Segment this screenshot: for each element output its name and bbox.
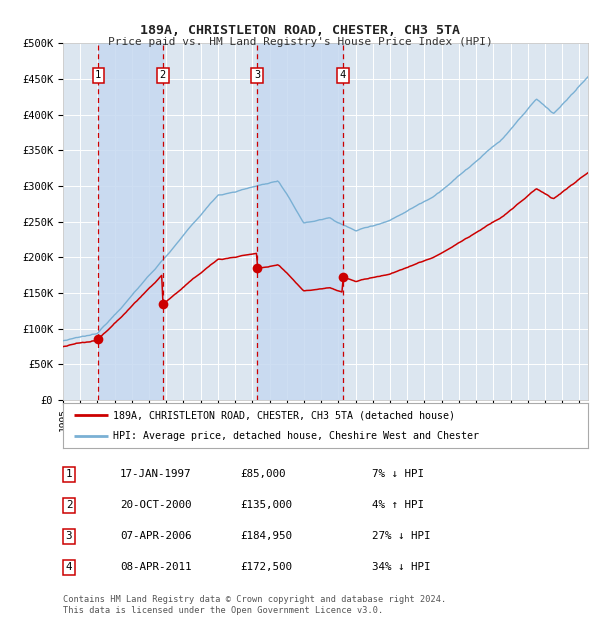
Text: 4: 4 <box>66 562 72 572</box>
Text: 7% ↓ HPI: 7% ↓ HPI <box>372 469 424 479</box>
Text: Price paid vs. HM Land Registry's House Price Index (HPI): Price paid vs. HM Land Registry's House … <box>107 37 493 47</box>
Text: 3: 3 <box>254 71 260 81</box>
Text: HPI: Average price, detached house, Cheshire West and Chester: HPI: Average price, detached house, Ches… <box>113 430 479 441</box>
Text: 07-APR-2006: 07-APR-2006 <box>120 531 191 541</box>
Text: 189A, CHRISTLETON ROAD, CHESTER, CH3 5TA: 189A, CHRISTLETON ROAD, CHESTER, CH3 5TA <box>140 24 460 37</box>
Text: 4: 4 <box>340 71 346 81</box>
Text: 3: 3 <box>66 531 72 541</box>
Text: 1: 1 <box>95 71 101 81</box>
Text: 2: 2 <box>160 71 166 81</box>
Text: 4% ↑ HPI: 4% ↑ HPI <box>372 500 424 510</box>
Text: 2: 2 <box>66 500 72 510</box>
Text: 20-OCT-2000: 20-OCT-2000 <box>120 500 191 510</box>
Text: 17-JAN-1997: 17-JAN-1997 <box>120 469 191 479</box>
Text: £135,000: £135,000 <box>240 500 292 510</box>
Bar <box>257 43 343 400</box>
Text: Contains HM Land Registry data © Crown copyright and database right 2024.
This d: Contains HM Land Registry data © Crown c… <box>63 595 446 614</box>
Text: £85,000: £85,000 <box>240 469 286 479</box>
Text: £172,500: £172,500 <box>240 562 292 572</box>
Text: 08-APR-2011: 08-APR-2011 <box>120 562 191 572</box>
Text: 1: 1 <box>66 469 72 479</box>
Text: 189A, CHRISTLETON ROAD, CHESTER, CH3 5TA (detached house): 189A, CHRISTLETON ROAD, CHESTER, CH3 5TA… <box>113 410 455 420</box>
Text: 34% ↓ HPI: 34% ↓ HPI <box>372 562 431 572</box>
Text: £184,950: £184,950 <box>240 531 292 541</box>
Text: 27% ↓ HPI: 27% ↓ HPI <box>372 531 431 541</box>
Bar <box>98 43 163 400</box>
